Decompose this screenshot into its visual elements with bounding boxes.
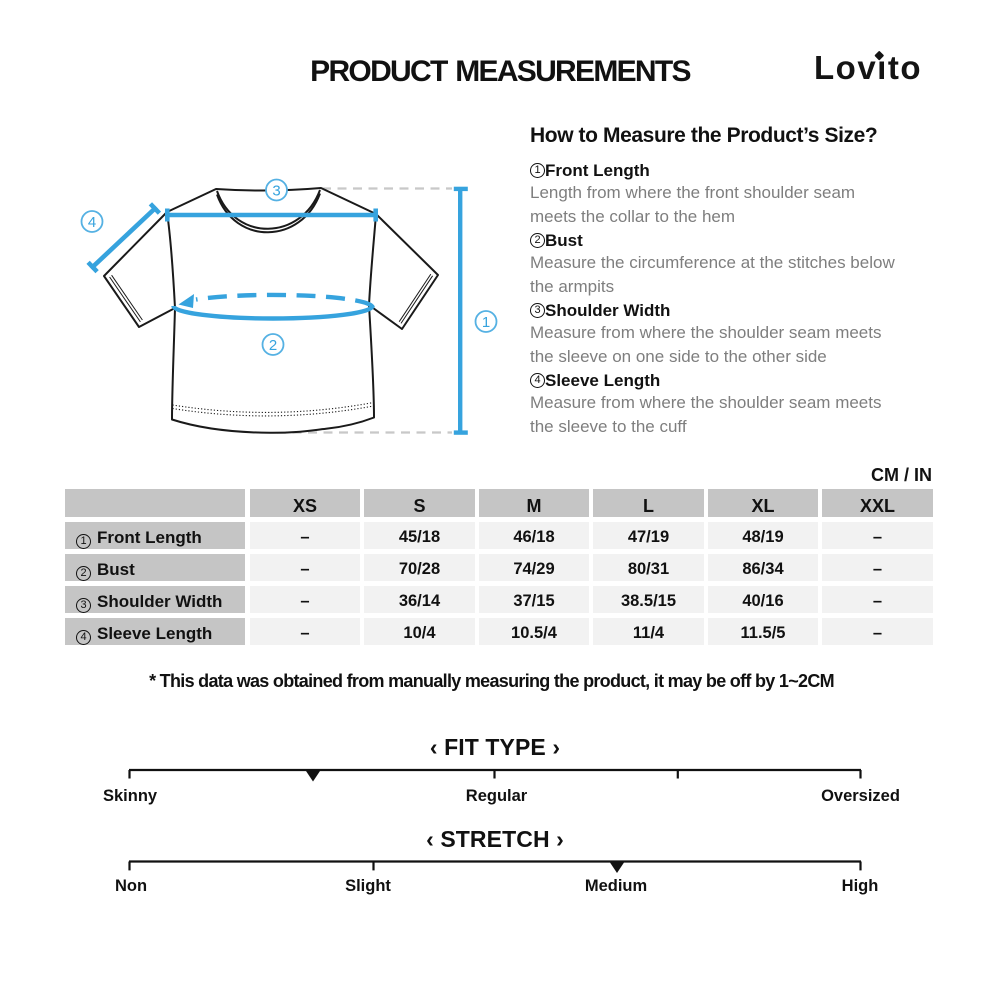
- svg-text:2: 2: [269, 337, 277, 354]
- svg-text:1: 1: [482, 314, 490, 331]
- svg-text:3: 3: [272, 182, 280, 199]
- svg-text:4: 4: [88, 214, 96, 231]
